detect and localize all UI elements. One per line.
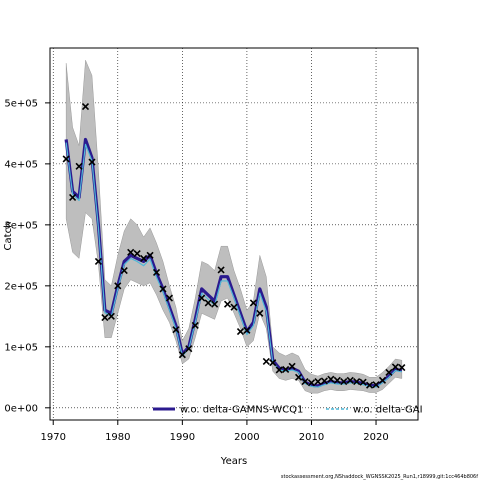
observed-point [288, 362, 296, 370]
observed-point [314, 378, 322, 386]
grid [50, 48, 418, 420]
footer-source-text: stockassessment.org,NShaddock_WGNSSK2025… [281, 474, 478, 480]
x-axis-title: Years [220, 456, 247, 467]
y-tick-label: 2e+05 [4, 281, 38, 292]
plot-frame [49, 47, 419, 421]
observed-point [159, 285, 167, 293]
observed-point [346, 376, 354, 384]
observed-point [204, 299, 212, 307]
series-line-1 [64, 137, 403, 388]
x-tick-label: 1990 [170, 432, 195, 443]
observed-point [230, 303, 238, 311]
x-tick-label: 2010 [299, 432, 324, 443]
observed-point [75, 162, 83, 170]
observed-point [372, 381, 380, 389]
observed-point [262, 357, 270, 366]
x-tick-label: 2020 [363, 432, 388, 443]
observed-point [398, 363, 406, 372]
observed-point [152, 268, 161, 276]
observed-point [307, 379, 316, 387]
x-tick-label: 1970 [41, 432, 66, 443]
observed-point [385, 368, 393, 376]
observed-point [140, 254, 148, 262]
observed-point [340, 378, 348, 386]
observed-point [120, 267, 128, 275]
confidence-band-group [65, 60, 403, 394]
observed-points-group [62, 102, 406, 389]
observed-point [211, 300, 219, 308]
observed-point [223, 300, 232, 308]
observed-point [81, 102, 90, 111]
y-axis-title: Catch [3, 222, 14, 251]
y-tick-label: 3e+05 [4, 220, 38, 231]
observed-point [88, 158, 96, 166]
legend-label-1: w.o. delta-GAMNS-WCQ1 [180, 405, 303, 416]
observed-point [301, 378, 309, 386]
observed-point [391, 363, 399, 371]
observed-point [217, 266, 225, 274]
observed-point [191, 321, 199, 330]
observed-point [294, 373, 303, 381]
x-tick-label: 1980 [105, 432, 130, 443]
y-tick-label: 0e+00 [4, 403, 38, 414]
observed-point [353, 378, 361, 386]
y-tick-label: 4e+05 [4, 159, 38, 170]
observed-point [269, 359, 277, 367]
legend: w.o. delta-GAMNS-WCQ1 w.o. delta-GAI [153, 405, 423, 416]
observed-point [165, 294, 174, 302]
axes-group: 1970 1980 1990 2000 2010 2020 0e+00 1e+05 2e+05 3… [4, 47, 419, 443]
observed-point [243, 326, 251, 334]
observed-point [101, 313, 109, 322]
observed-point [236, 328, 245, 336]
observed-point [146, 251, 154, 259]
observed-point [133, 249, 141, 258]
observed-point [198, 294, 206, 302]
observed-point [114, 282, 122, 290]
observed-point [359, 378, 367, 386]
observed-point [282, 365, 290, 373]
observed-point [275, 366, 283, 374]
observed-point [172, 326, 180, 334]
observed-point [366, 381, 374, 389]
observed-point [378, 376, 387, 384]
observed-point [107, 312, 115, 320]
observed-point [94, 257, 102, 266]
legend-label-2: w.o. delta-GAI [353, 405, 423, 416]
x-tick-label: 2000 [234, 432, 259, 443]
observed-point [127, 248, 135, 256]
observed-point [69, 193, 77, 201]
confidence-band [65, 60, 403, 394]
observed-point [327, 375, 335, 383]
observed-point [185, 345, 193, 353]
y-tick-label: 5e+05 [4, 98, 38, 109]
y-tick-label: 1e+05 [4, 342, 38, 353]
observed-point [178, 351, 186, 359]
observed-point [62, 155, 70, 163]
observed-point [256, 309, 264, 317]
observed-point [249, 299, 257, 307]
observed-point [333, 376, 341, 384]
observed-point [320, 377, 328, 385]
